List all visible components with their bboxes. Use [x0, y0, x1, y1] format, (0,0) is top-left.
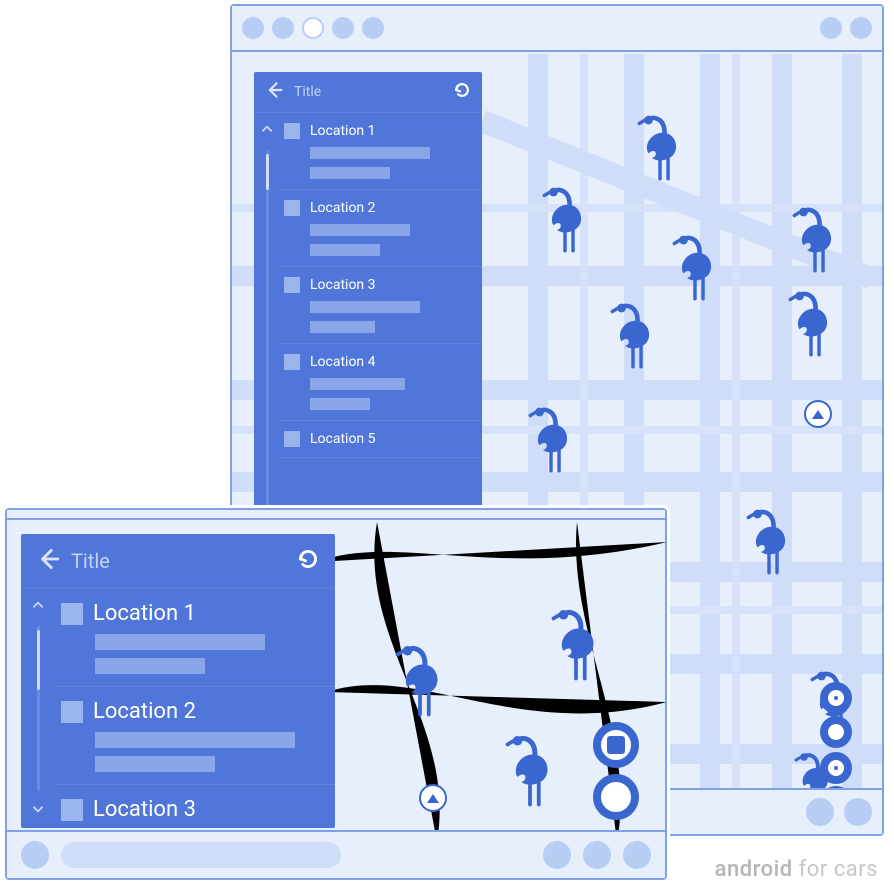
front-list: Location 1 Location 2 Location 3	[55, 589, 335, 828]
search-pill[interactable]	[61, 842, 341, 868]
list-item-label: Location 3	[310, 277, 376, 293]
scrollbar-track[interactable]	[37, 626, 40, 791]
list-item[interactable]: Location 2	[280, 190, 482, 267]
nav-dot[interactable]	[583, 841, 611, 869]
list-item-label: Location 4	[310, 354, 376, 370]
scroll-up-button[interactable]	[260, 121, 274, 140]
scroll-down-button[interactable]	[31, 801, 45, 820]
placeholder-bar	[310, 224, 410, 236]
flamingo-icon	[788, 288, 834, 357]
panel-title: Title	[294, 84, 442, 100]
placeholder-bar	[95, 756, 215, 772]
compass-button[interactable]	[804, 400, 832, 428]
placeholder-bar	[310, 147, 430, 159]
back-statusbar	[232, 6, 882, 52]
back-button[interactable]	[264, 80, 284, 104]
scrollbar-track[interactable]	[266, 150, 269, 525]
front-topstrip	[7, 510, 665, 520]
watermark-bold: android	[715, 857, 793, 882]
list-item-square-icon	[61, 701, 83, 723]
list-item[interactable]: Location 3	[280, 267, 482, 344]
list-item[interactable]: Location 1	[280, 113, 482, 190]
list-item-label: Location 1	[93, 601, 196, 626]
placeholder-bar	[95, 634, 265, 650]
watermark-rest: for cars	[793, 857, 878, 882]
refresh-button[interactable]	[295, 546, 321, 576]
scroll-up-button[interactable]	[31, 597, 45, 616]
placeholder-bar	[310, 398, 370, 410]
flamingo-icon	[637, 112, 683, 181]
placeholder-bar	[310, 167, 390, 179]
flamingo-icon	[551, 606, 601, 681]
map-stop-button[interactable]	[820, 752, 852, 784]
list-item[interactable]: Location 2	[55, 687, 335, 785]
list-item-label: Location 1	[310, 123, 376, 139]
nav-dot[interactable]	[21, 841, 49, 869]
placeholder-bar	[95, 658, 205, 674]
status-dot	[332, 17, 354, 39]
back-button[interactable]	[35, 546, 61, 576]
nav-dot[interactable]	[623, 841, 651, 869]
flamingo-icon	[505, 732, 555, 807]
map-stop-button[interactable]	[593, 722, 639, 768]
map-stop-button[interactable]	[820, 682, 852, 714]
list-item-label: Location 2	[93, 699, 196, 724]
refresh-button[interactable]	[452, 80, 472, 104]
status-dot	[272, 17, 294, 39]
nav-dot[interactable]	[806, 798, 834, 826]
list-item-square-icon	[284, 123, 300, 139]
list-item-square-icon	[61, 799, 83, 821]
flamingo-icon	[610, 300, 656, 369]
scrollbar-thumb[interactable]	[266, 154, 269, 190]
flamingo-icon	[792, 204, 838, 273]
placeholder-bar	[310, 378, 405, 390]
map-ring-button[interactable]	[593, 774, 639, 820]
status-dot	[850, 17, 872, 39]
panel-title: Title	[71, 549, 285, 573]
flamingo-icon	[542, 184, 588, 253]
map-ring-button[interactable]	[820, 716, 852, 748]
back-list: Location 1 Location 2 Location 3 Location 4…	[280, 113, 482, 562]
scrollbar-thumb[interactable]	[37, 630, 40, 690]
flamingo-icon	[528, 404, 574, 473]
compass-button[interactable]	[419, 784, 447, 812]
status-dot	[820, 17, 842, 39]
back-panel: Title Location 1Location 2Location 3Loca…	[254, 72, 482, 562]
placeholder-bar	[310, 244, 380, 256]
list-item-square-icon	[284, 354, 300, 370]
list-item-square-icon	[284, 431, 300, 447]
nav-dot[interactable]	[543, 841, 571, 869]
status-dot	[242, 17, 264, 39]
scroll-controls	[254, 113, 280, 562]
front-bottombar	[7, 830, 665, 878]
list-item-label: Location 2	[310, 200, 376, 216]
placeholder-bar	[310, 301, 420, 313]
list-item-label: Location 3	[93, 797, 196, 822]
list-item[interactable]: Location 1	[55, 589, 335, 687]
list-item[interactable]: Location 5	[280, 421, 482, 458]
placeholder-bar	[310, 321, 375, 333]
front-map[interactable]: Title Location 1 Location 2 Location 3	[7, 522, 665, 830]
device-front: Title Location 1 Location 2 Location 3	[5, 508, 667, 880]
list-item-square-icon	[284, 200, 300, 216]
list-item[interactable]: Location 4	[280, 344, 482, 421]
watermark: android for cars	[715, 857, 878, 882]
list-item-square-icon	[284, 277, 300, 293]
status-dot	[362, 17, 384, 39]
list-item[interactable]: Location 3	[55, 785, 335, 828]
list-item-square-icon	[61, 603, 83, 625]
flamingo-icon	[395, 642, 445, 717]
flamingo-icon	[746, 506, 792, 575]
placeholder-bar	[95, 732, 295, 748]
scroll-controls	[21, 589, 55, 828]
nav-dot[interactable]	[844, 798, 872, 826]
flamingo-icon	[672, 232, 718, 301]
list-item-label: Location 5	[310, 431, 376, 447]
front-panel: Title Location 1 Location 2 Location 3	[21, 534, 335, 828]
status-dot	[302, 17, 324, 39]
